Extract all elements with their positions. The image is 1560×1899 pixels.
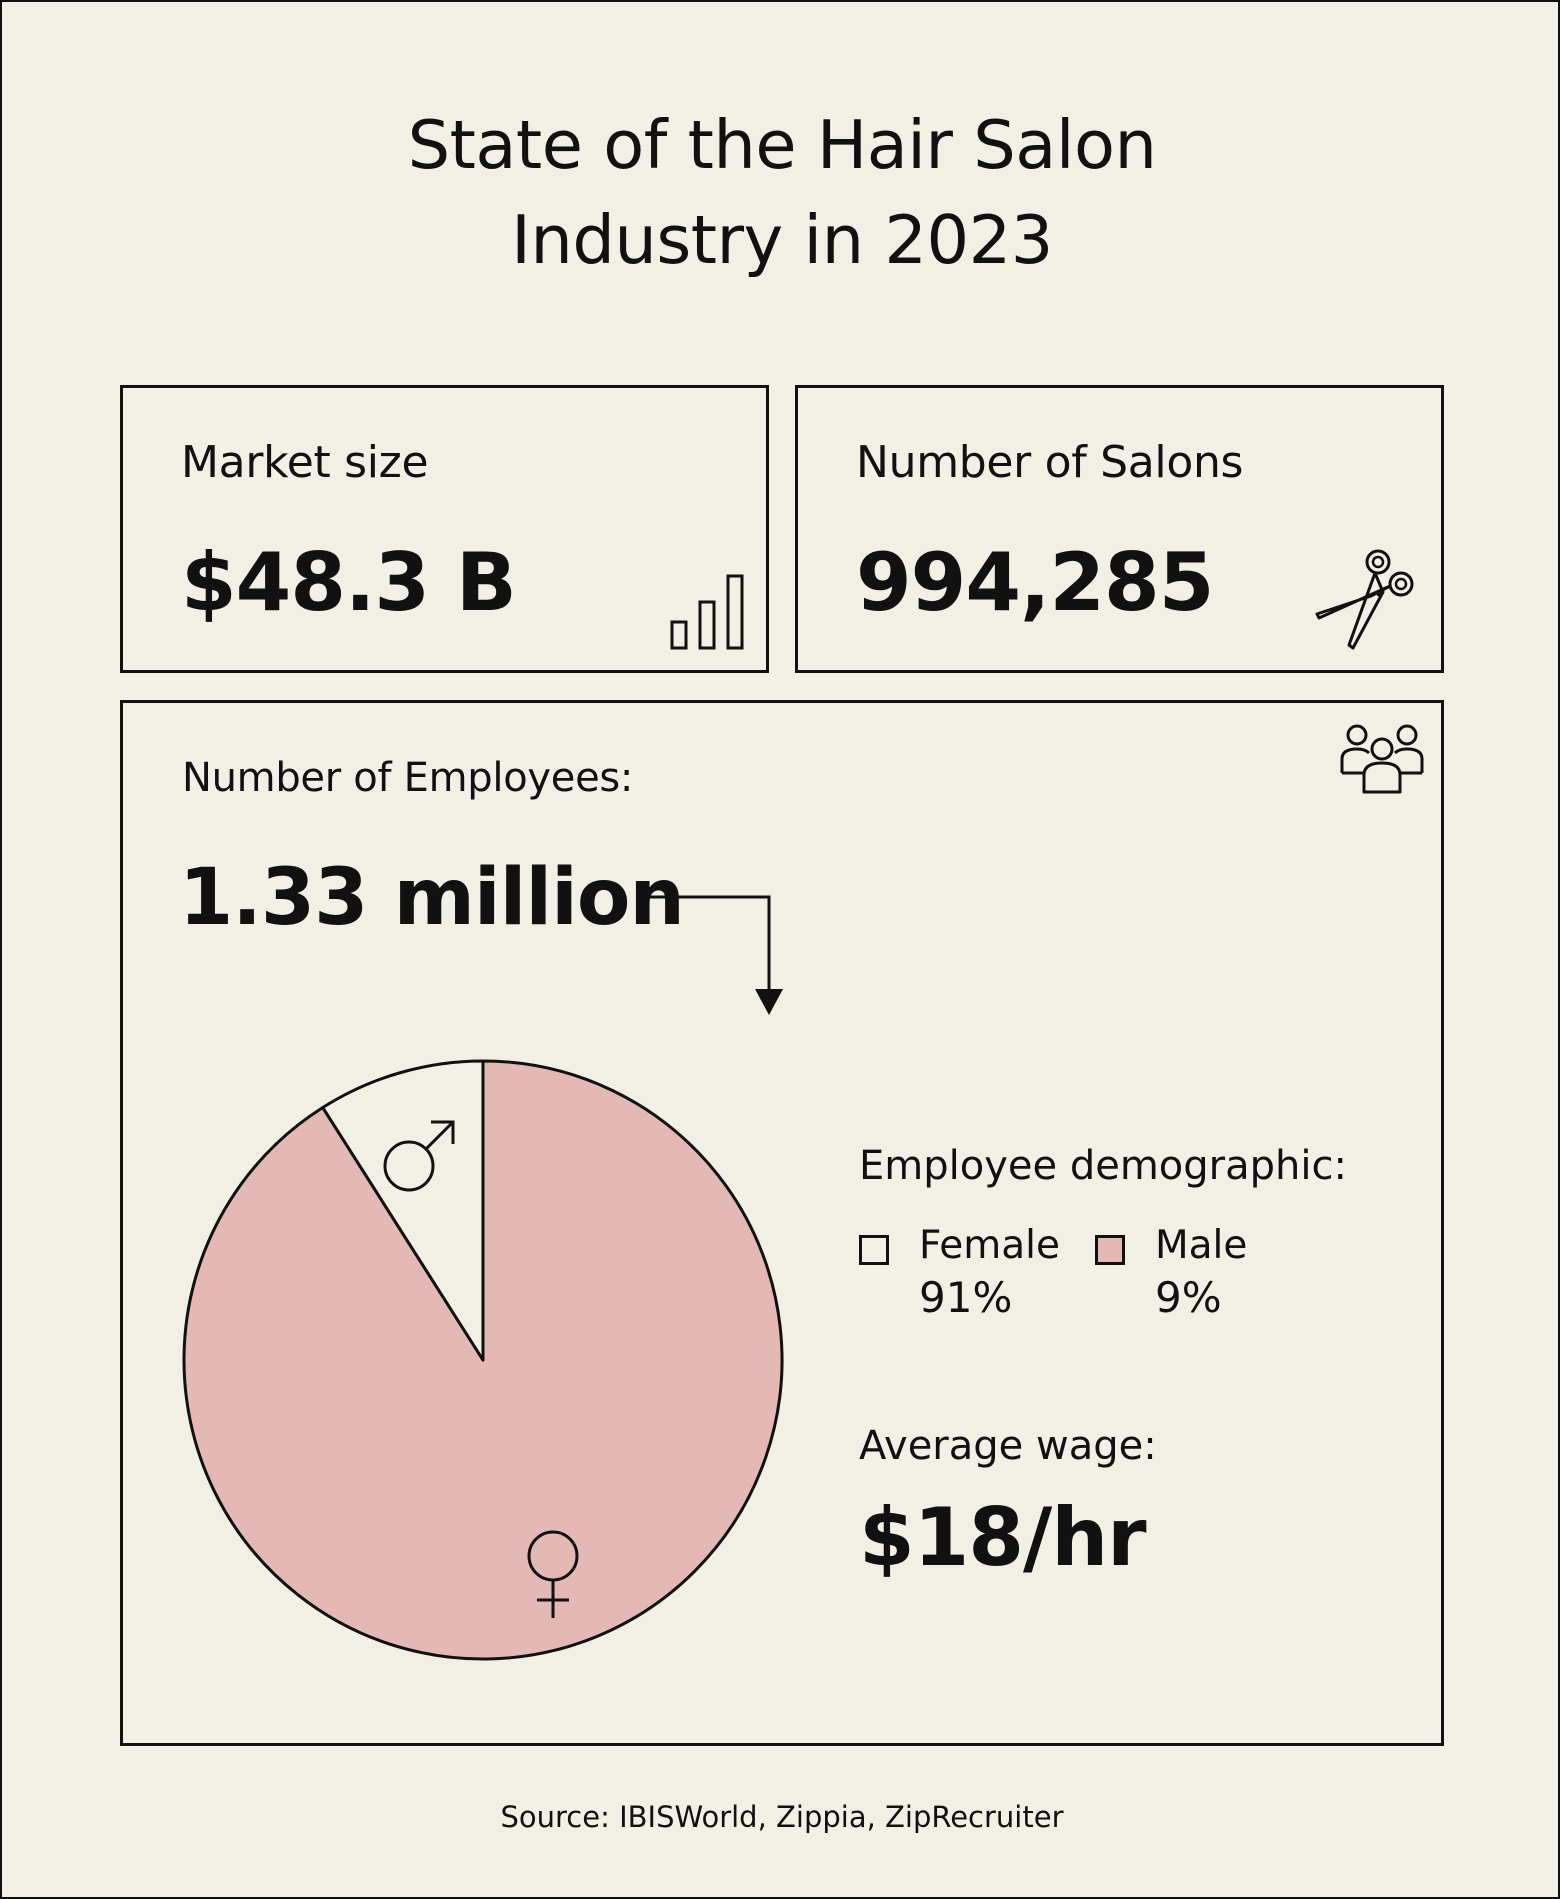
number-of-salons-label: Number of Salons: [856, 437, 1244, 488]
female-symbol-icon: [527, 1530, 579, 1618]
male-symbol-icon: [383, 1120, 455, 1192]
market-size-label: Market size: [181, 437, 429, 488]
legend-value-female: 91%: [919, 1273, 1013, 1322]
number-of-salons-card: Number of Salons 994,285: [795, 385, 1444, 673]
page-title: State of the Hair Salon Industry in 2023: [2, 98, 1560, 288]
people-group-icon: [1340, 724, 1424, 794]
legend-swatch-male: [1095, 1235, 1125, 1265]
demographic-pie-chart: [182, 1059, 784, 1661]
title-line-2: Industry in 2023: [511, 201, 1053, 279]
employees-label: Number of Employees:: [182, 755, 634, 801]
market-size-value: $48.3 B: [181, 536, 517, 629]
legend-label-female: Female: [919, 1223, 1061, 1268]
bar-chart-icon: [670, 574, 744, 650]
arrow-connector: [647, 895, 783, 1015]
average-wage-value: $18/hr: [859, 1491, 1147, 1584]
average-wage-label: Average wage:: [859, 1423, 1157, 1469]
employees-value: 1.33 million: [179, 853, 685, 943]
legend-label-male: Male: [1155, 1223, 1248, 1268]
scissors-icon: [1315, 549, 1414, 650]
title-line-1: State of the Hair Salon: [407, 106, 1157, 184]
employees-card: Number of Employees: 1.33 million: [120, 700, 1444, 1746]
legend-value-male: 9%: [1155, 1273, 1222, 1322]
pie-slice-female: [182, 1059, 784, 1661]
demographic-legend-title: Employee demographic:: [859, 1143, 1347, 1189]
source-note: Source: IBISWorld, Zippia, ZipRecruiter: [500, 1800, 1064, 1834]
legend-swatch-female: [859, 1235, 889, 1265]
number-of-salons-value: 994,285: [856, 536, 1214, 629]
market-size-card: Market size $48.3 B: [120, 385, 769, 673]
pie-slice-male: [321, 1059, 485, 1362]
